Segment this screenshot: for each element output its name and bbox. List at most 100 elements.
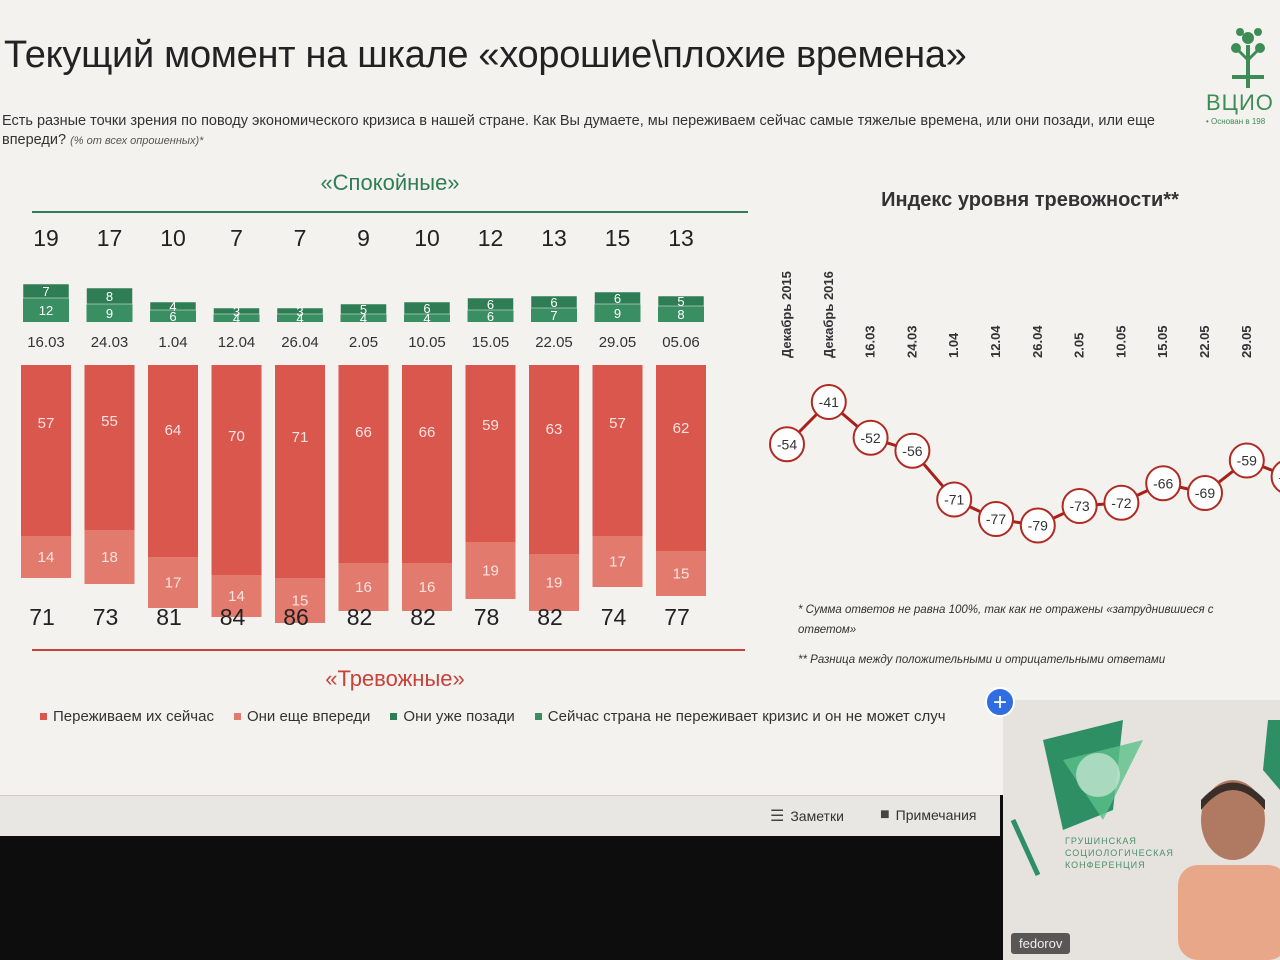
index-point-value: -52	[860, 430, 880, 446]
notes-button[interactable]: ☰ Заметки	[770, 806, 844, 826]
anxious-total-label: 81	[156, 604, 182, 630]
bar-date-label: 26.04	[281, 334, 319, 351]
calm-bar-value-behind: 6	[550, 295, 557, 310]
anxious-bar-value-now: 66	[355, 424, 372, 441]
anxious-bar-now	[656, 365, 706, 551]
chart-legend: Переживаем их сейчас Они еще впереди Они у…	[40, 708, 1000, 725]
notes-label: Заметки	[790, 808, 844, 824]
bar-date-label: 24.03	[91, 334, 129, 351]
index-x-tick-label: 22.05	[1197, 325, 1212, 358]
calm-total-label: 13	[668, 225, 694, 251]
anxious-total-label: 71	[29, 604, 55, 630]
logo-text: ВЦИО	[1206, 90, 1274, 115]
anxious-bar-ahead	[592, 536, 643, 587]
bar-date-label: 12.04	[218, 334, 256, 351]
index-point-value: -64	[1278, 469, 1280, 485]
anxious-total-label: 74	[601, 604, 627, 630]
calm-bar-value-behind: 4	[169, 299, 176, 314]
anxious-bar-value-now: 66	[419, 424, 436, 441]
add-button[interactable]: +	[985, 687, 1015, 717]
conference-text: Грушинская социологическая конференция	[1065, 836, 1174, 870]
slide-title: Текущий момент на шкале «хорошие\плохие …	[4, 34, 967, 76]
anxious-bar-value-ahead: 15	[292, 593, 309, 610]
anxiety-index-line-chart: Декабрь 2015 Декабрь 2016 16.03 24.03 1.04 12…	[769, 271, 1280, 544]
calm-bar-value-behind: 6	[423, 301, 430, 316]
calm-bar-no-crisis	[150, 310, 196, 322]
presentation-slide: Текущий момент на шкале «хорошие\плохие …	[0, 0, 1280, 795]
presentation-toolbar: ☰ Заметки ■ Примечания	[0, 795, 1000, 836]
anxious-bar-value-ahead: 16	[355, 579, 372, 596]
calm-bar-value-no-crisis: 6	[169, 309, 176, 324]
calm-bar-value-no-crisis: 7	[550, 308, 557, 323]
calm-bar-value-behind: 5	[360, 302, 367, 317]
anxious-group-label: «Тревожные»	[325, 666, 465, 691]
index-point-value: -66	[1153, 475, 1173, 491]
index-point-marker	[852, 419, 889, 456]
calm-bar-value-no-crisis: 9	[106, 306, 113, 321]
calm-total-label: 10	[160, 225, 186, 251]
comments-button[interactable]: ■ Примечания	[880, 806, 977, 824]
index-point-marker	[810, 384, 847, 420]
anxious-bar-value-now: 57	[38, 415, 55, 432]
anxious-total-label: 73	[93, 604, 119, 630]
bar-date-label: 1.04	[158, 334, 187, 351]
anxious-total-label: 78	[474, 604, 500, 630]
footnotes: * Сумма ответов не равна 100%, так как н…	[798, 600, 1258, 670]
index-x-tick-label: 24.03	[904, 325, 919, 358]
calm-total-label: 12	[478, 225, 504, 251]
tree-logo-icon	[1231, 28, 1265, 88]
legend-label: Переживаем их сейчас	[53, 708, 214, 725]
index-point-value: -73	[1069, 498, 1089, 514]
legend-item: Сейчас страна не переживает кризис и он …	[534, 708, 946, 725]
calm-bar-no-crisis	[467, 310, 514, 322]
legend-swatch	[233, 713, 241, 720]
comment-icon: ■	[880, 806, 890, 823]
calm-bar-value-behind: 7	[42, 284, 49, 299]
calm-bar-no-crisis	[658, 306, 704, 322]
index-point-value: -77	[986, 511, 1006, 527]
calm-total-label: 7	[230, 225, 243, 251]
calm-bar-no-crisis	[594, 304, 641, 322]
anxious-total-label: 82	[410, 604, 436, 630]
logo-subtext: • Основан в 198	[1206, 117, 1266, 126]
calm-bar-behind	[403, 301, 451, 315]
anxious-total-label: 84	[220, 604, 246, 630]
calm-bar-value-behind: 6	[614, 291, 621, 306]
stacked-bar-chart: 1912716.03571471179824.0355187310641.046…	[21, 225, 706, 630]
anxious-bar-now	[465, 365, 516, 542]
anxious-bar-value-ahead: 18	[101, 549, 118, 566]
calm-total-label: 17	[97, 225, 123, 251]
calm-bar-behind	[467, 297, 514, 311]
index-point-marker	[978, 501, 1014, 537]
chart-canvas: «Спокойные» «Тревожные» Индекс уровня тр…	[21, 170, 1280, 691]
calm-bar-value-no-crisis: 8	[677, 307, 684, 322]
legend-swatch	[40, 713, 47, 720]
participant-video-tile[interactable]: Грушинская социологическая конференция f…	[1003, 700, 1280, 960]
anxious-total-label: 77	[664, 604, 690, 630]
calm-bar-value-no-crisis: 6	[487, 309, 494, 324]
calm-total-label: 15	[605, 225, 631, 251]
anxious-bar-now	[275, 365, 325, 578]
anxious-bar-now	[402, 365, 452, 563]
anxious-bar-now	[592, 365, 643, 536]
notes-icon: ☰	[770, 808, 785, 825]
index-point-marker	[936, 481, 973, 518]
index-point-marker	[1270, 460, 1280, 493]
anxious-bar-value-ahead: 17	[165, 575, 182, 592]
index-x-tick-label: Декабрь 2015	[779, 271, 794, 358]
index-point-value: -54	[777, 436, 797, 452]
calm-total-label: 10	[414, 225, 440, 251]
index-x-tick-label: 12.04	[988, 325, 1003, 358]
calm-bar-behind	[657, 295, 705, 307]
anxious-bar-ahead	[338, 563, 389, 611]
footnote-1: * Сумма ответов не равна 100%, так как н…	[798, 604, 1214, 636]
index-x-tick-label: 16.03	[863, 325, 878, 358]
index-point-value: -79	[1028, 518, 1048, 534]
anxious-bar-now	[338, 365, 389, 563]
calm-bar-value-no-crisis: 9	[614, 306, 621, 321]
anxious-bar-value-now: 57	[609, 415, 626, 432]
conference-banner-graphic	[1010, 720, 1280, 877]
anxious-bar-ahead	[275, 578, 325, 623]
index-point-value: -72	[1111, 495, 1131, 511]
legend-item: Они уже позади	[390, 708, 515, 725]
